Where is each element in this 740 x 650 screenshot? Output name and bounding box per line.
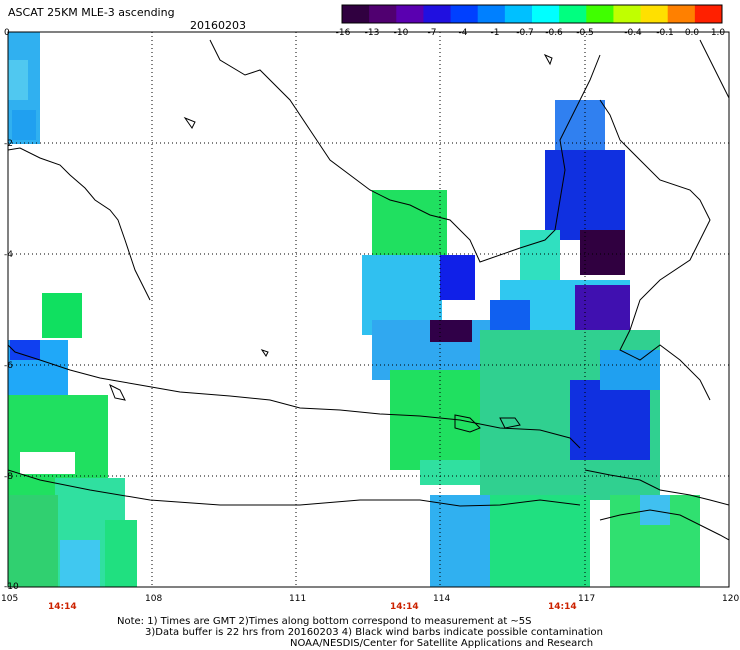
map-date: 20160203 bbox=[190, 19, 246, 32]
colorbar-label: -0.7 bbox=[516, 28, 534, 38]
colorbar-swatch bbox=[667, 5, 696, 23]
swath-west-mid bbox=[42, 293, 82, 338]
lat-label: -4 bbox=[4, 250, 13, 260]
colorbar-swatch bbox=[396, 5, 424, 23]
colorbar-swatch bbox=[450, 5, 479, 23]
colorbar-swatches bbox=[342, 5, 723, 23]
note-line-2: 3)Data buffer is 22 hrs from 20160203 4)… bbox=[145, 627, 603, 638]
lon-labels: 105 108 111 114 117 120 bbox=[1, 594, 739, 604]
note-line-1: Note: 1) Times are GMT 2)Times along bot… bbox=[117, 616, 532, 627]
colorbar-label: 1.0 bbox=[711, 28, 726, 38]
colorbar-swatch bbox=[586, 5, 614, 23]
colorbar-label: -0.6 bbox=[545, 28, 563, 38]
colorbar-swatch bbox=[504, 5, 533, 23]
colorbar: -16 -13 -10 -7 -4 -1 -0.7 -0.6 -0.5 -0.4… bbox=[336, 4, 726, 38]
colorbar-swatch bbox=[613, 5, 642, 23]
coastlines bbox=[8, 39, 729, 541]
colorbar-label: -10 bbox=[394, 28, 409, 38]
lat-label: -6 bbox=[4, 361, 13, 371]
swath-west-top bbox=[8, 32, 40, 144]
lat-labels: 0 -2 -4 -6 -8 -10 bbox=[4, 28, 19, 592]
colorbar-label: -0.1 bbox=[656, 28, 674, 38]
colorbar-label: -13 bbox=[365, 28, 380, 38]
gridlines bbox=[8, 32, 729, 587]
colorbar-swatch bbox=[423, 5, 452, 23]
colorbar-swatch bbox=[532, 5, 560, 23]
time-labels: 14:14 14:14 14:14 bbox=[48, 602, 577, 612]
swath-east bbox=[430, 100, 700, 587]
colorbar-swatch bbox=[640, 5, 669, 23]
colorbar-label: -7 bbox=[428, 28, 437, 38]
colorbar-swatch bbox=[369, 5, 397, 23]
time-label: 14:14 bbox=[390, 602, 419, 612]
swath-central bbox=[362, 190, 500, 485]
lon-label: 117 bbox=[578, 594, 595, 604]
colorbar-swatch bbox=[477, 5, 506, 23]
colorbar-label: -4 bbox=[459, 28, 468, 38]
colorbar-swatch bbox=[342, 5, 370, 23]
lon-label: 108 bbox=[145, 594, 162, 604]
lon-label: 120 bbox=[722, 594, 739, 604]
lat-label: -10 bbox=[4, 582, 19, 592]
lat-label: -8 bbox=[4, 472, 13, 482]
data-swaths bbox=[8, 32, 700, 587]
note-line-3: NOAA/NESDIS/Center for Satellite Applica… bbox=[290, 638, 594, 649]
lon-label: 111 bbox=[289, 594, 306, 604]
colorbar-label: -16 bbox=[336, 28, 351, 38]
colorbar-label: 0.0 bbox=[685, 28, 700, 38]
time-label: 14:14 bbox=[48, 602, 77, 612]
colorbar-label: -1 bbox=[491, 28, 500, 38]
map-frame bbox=[7, 31, 730, 588]
lat-label: 0 bbox=[4, 28, 10, 38]
map-title: ASCAT 25KM MLE-3 ascending bbox=[8, 6, 175, 19]
lon-label: 105 bbox=[1, 594, 18, 604]
colorbar-swatch bbox=[694, 5, 723, 23]
colorbar-label: -0.4 bbox=[624, 28, 642, 38]
swath-west-low bbox=[8, 340, 137, 587]
time-label: 14:14 bbox=[548, 602, 577, 612]
lat-label: -2 bbox=[4, 139, 13, 149]
colorbar-swatch bbox=[559, 5, 587, 23]
lon-label: 114 bbox=[433, 594, 450, 604]
